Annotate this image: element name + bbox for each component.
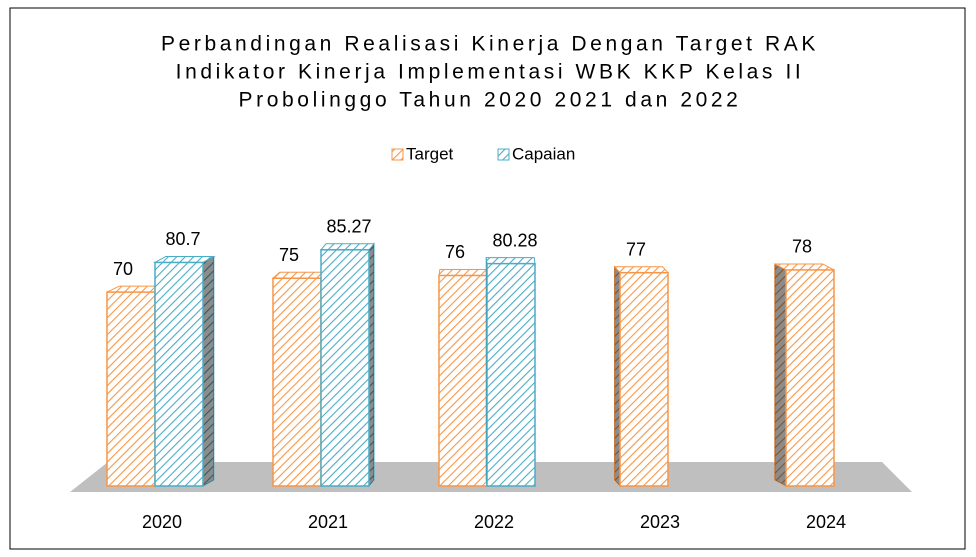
bar	[619, 271, 669, 487]
chart-title: Probolinggo Tahun 2020 2021 dan 2022	[239, 89, 742, 112]
data-label: 75	[279, 245, 299, 265]
bar	[486, 262, 536, 487]
bar	[320, 249, 370, 487]
bar-top	[774, 263, 835, 271]
data-label: 80.7	[165, 229, 200, 249]
bar	[785, 269, 835, 487]
data-label: 85.27	[326, 217, 371, 237]
bar	[106, 291, 156, 487]
legend-label: Target	[406, 144, 454, 163]
x-tick-label: 2020	[142, 512, 182, 532]
data-label: 80.28	[492, 230, 537, 250]
data-label: 70	[113, 259, 133, 279]
bar	[272, 277, 322, 487]
legend-swatch	[497, 148, 510, 161]
chart-title: Perbandingan Realisasi Kinerja Dengan Ta…	[161, 33, 819, 56]
bar-side-shade	[203, 256, 214, 486]
legend-label: Capaian	[512, 144, 575, 163]
bar-side-shade	[369, 243, 375, 486]
x-tick-label: 2021	[308, 512, 348, 532]
x-tick-label: 2023	[640, 512, 680, 532]
data-label: 78	[792, 237, 812, 257]
bar-top	[613, 266, 670, 274]
bar-top	[153, 255, 216, 263]
bar-side-shade	[774, 263, 786, 486]
bar-top	[271, 271, 329, 279]
x-tick-label: 2024	[806, 512, 846, 532]
bar-top	[438, 268, 489, 276]
legend-swatch	[391, 148, 404, 161]
bar-top	[485, 257, 536, 265]
chart-title: Indikator Kinerja Implementasi WBK KKP K…	[176, 61, 805, 84]
bar	[154, 261, 204, 487]
bar-side-shade	[614, 266, 620, 486]
data-label: 76	[445, 242, 465, 262]
data-label: 77	[626, 239, 646, 259]
x-tick-label: 2022	[474, 512, 514, 532]
bar-top	[319, 243, 376, 251]
bar	[438, 274, 488, 487]
